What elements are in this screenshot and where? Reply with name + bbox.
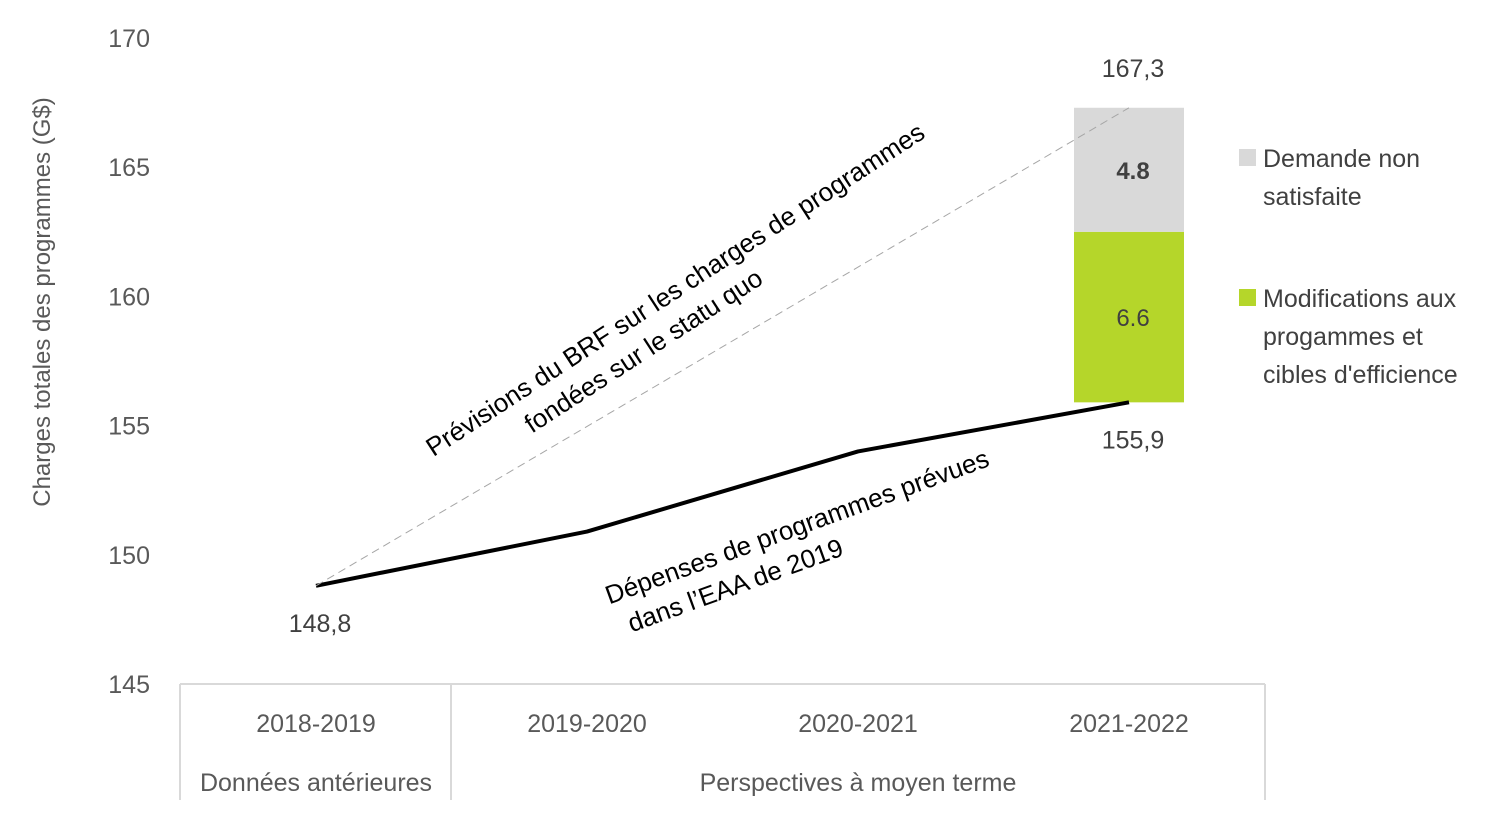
forecast-label: Prévisions du BRF sur les charges de pro… [420, 117, 948, 491]
legend-swatch [1239, 149, 1256, 166]
legend-label: satisfaite [1263, 183, 1362, 211]
x-tick-label: 2019-2020 [527, 710, 647, 738]
x-tick-label: 2020-2021 [798, 710, 918, 738]
x-tick-label: 2021-2022 [1069, 710, 1189, 738]
y-tick-label: 160 [108, 283, 150, 311]
bar-value-label: 4.8 [1116, 158, 1149, 185]
y-tick-label: 145 [108, 671, 150, 699]
bar-value-label: 6.6 [1116, 305, 1149, 332]
label-line: Prévisions du BRF sur les charges de pro… [420, 117, 930, 462]
point-value-label: 148,8 [289, 610, 352, 638]
legend-label: Modifications aux [1263, 285, 1457, 313]
point-value-label: 167,3 [1102, 55, 1165, 83]
legend-label: Demande non [1263, 145, 1420, 173]
y-axis-title: Charges totales des programmes (G$) [29, 97, 56, 507]
y-tick-label: 170 [108, 25, 150, 53]
forecast-line [315, 107, 1130, 587]
y-tick-label: 155 [108, 413, 150, 441]
legend-label: cibles d'efficience [1263, 361, 1458, 389]
y-tick-label: 165 [108, 154, 150, 182]
x-tick-label: 2018-2019 [256, 710, 376, 738]
y-tick-label: 150 [108, 542, 150, 570]
planned-spending-label: Dépenses de programmes prévuesdans l’EAA… [601, 443, 1005, 642]
point-value-label: 155,9 [1102, 426, 1165, 454]
planned-spending-line [315, 400, 1130, 588]
legend-label: progammes et [1263, 323, 1423, 351]
category-group-label: Données antérieures [200, 769, 432, 797]
bar-segment [1074, 231, 1184, 403]
legend-swatch [1239, 289, 1256, 306]
bar-segment [1074, 107, 1184, 232]
category-group-label: Perspectives à moyen terme [700, 769, 1017, 797]
